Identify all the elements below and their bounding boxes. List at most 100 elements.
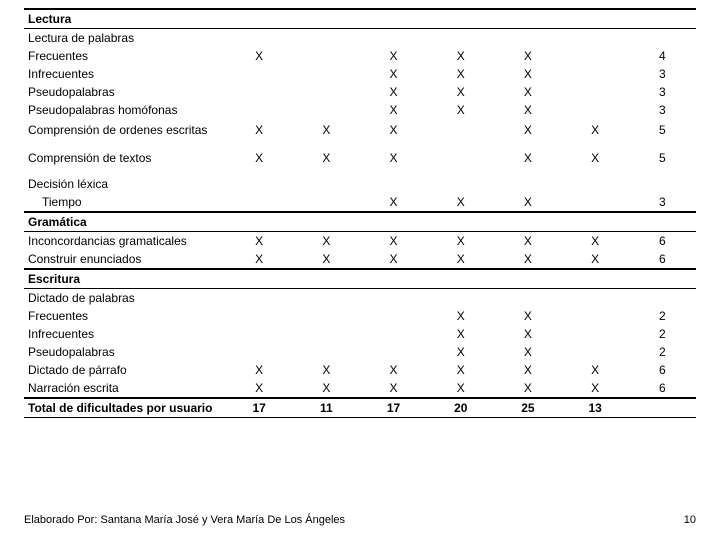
- row-label: Gramática: [24, 212, 226, 232]
- row-cell: X: [427, 343, 494, 361]
- row-cell: [226, 83, 293, 101]
- row-cell: X: [226, 379, 293, 398]
- row-total: 4: [629, 47, 696, 65]
- row-label: Total de dificultades por usuario: [24, 398, 226, 418]
- row-cell: X: [360, 193, 427, 212]
- row-cell: [494, 9, 561, 29]
- section-header: Gramática: [24, 212, 696, 232]
- row-cell: [360, 212, 427, 232]
- data-row: InfrecuentesXXX3: [24, 65, 696, 83]
- row-label: Pseudopalabras: [24, 83, 226, 101]
- row-cell: [562, 212, 629, 232]
- row-total: 3: [629, 193, 696, 212]
- row-cell: [226, 9, 293, 29]
- row-label: Frecuentes: [24, 307, 226, 325]
- row-label: Pseudopalabras homófonas: [24, 101, 226, 119]
- row-cell: [293, 175, 360, 193]
- row-cell: [562, 83, 629, 101]
- row-cell: [427, 29, 494, 48]
- row-cell: [226, 193, 293, 212]
- data-row: Dictado de párrafoXXXXXX6: [24, 361, 696, 379]
- row-cell: X: [494, 307, 561, 325]
- row-cell: X: [293, 147, 360, 175]
- row-cell: X: [562, 147, 629, 175]
- row-cell: X: [494, 232, 561, 251]
- row-cell: X: [226, 361, 293, 379]
- row-cell: [562, 325, 629, 343]
- row-cell: X: [293, 250, 360, 269]
- row-cell: [562, 47, 629, 65]
- row-cell: [562, 307, 629, 325]
- data-row: TiempoXXX3: [24, 193, 696, 212]
- row-cell: [226, 269, 293, 289]
- row-cell: X: [293, 119, 360, 147]
- section-header: Escritura: [24, 269, 696, 289]
- row-cell: [293, 101, 360, 119]
- row-cell: X: [427, 250, 494, 269]
- row-cell: X: [226, 232, 293, 251]
- row-label: Comprensión de textos: [24, 147, 226, 175]
- row-cell: X: [494, 361, 561, 379]
- row-label: Lectura de palabras: [24, 29, 226, 48]
- row-cell: X: [494, 250, 561, 269]
- row-cell: X: [360, 101, 427, 119]
- row-cell: X: [562, 119, 629, 147]
- row-cell: [360, 9, 427, 29]
- row-label: Infrecuentes: [24, 325, 226, 343]
- row-label: Infrecuentes: [24, 65, 226, 83]
- row-label: Frecuentes: [24, 47, 226, 65]
- row-cell: X: [427, 65, 494, 83]
- row-cell: X: [427, 361, 494, 379]
- row-cell: [293, 83, 360, 101]
- data-row: Inconcordancias gramaticalesXXXXXX6: [24, 232, 696, 251]
- row-total: 2: [629, 325, 696, 343]
- row-label: Narración escrita: [24, 379, 226, 398]
- row-label: Dictado de párrafo: [24, 361, 226, 379]
- row-cell: [293, 269, 360, 289]
- row-cell: [562, 101, 629, 119]
- row-cell: 25: [494, 398, 561, 418]
- row-cell: [226, 65, 293, 83]
- row-total: 2: [629, 343, 696, 361]
- row-cell: [562, 65, 629, 83]
- row-cell: [494, 29, 561, 48]
- data-row: Narración escritaXXXXXX6: [24, 379, 696, 398]
- row-cell: X: [562, 379, 629, 398]
- row-cell: X: [427, 193, 494, 212]
- row-cell: [226, 212, 293, 232]
- row-cell: [226, 29, 293, 48]
- row-cell: X: [360, 232, 427, 251]
- row-cell: X: [427, 325, 494, 343]
- row-cell: [293, 289, 360, 308]
- row-cell: X: [494, 147, 561, 175]
- section-header: Lectura: [24, 9, 696, 29]
- data-row: Comprensión de ordenes escritasXXXXX5: [24, 119, 696, 147]
- row-label: Tiempo: [24, 193, 226, 212]
- row-cell: [494, 269, 561, 289]
- footer-left: Elaborado Por: Santana María José y Vera…: [24, 514, 345, 526]
- row-label: Comprensión de ordenes escritas: [24, 119, 226, 147]
- data-row: PseudopalabrasXXX3: [24, 83, 696, 101]
- row-cell: [360, 325, 427, 343]
- row-cell: [562, 175, 629, 193]
- row-cell: [293, 212, 360, 232]
- row-cell: [226, 101, 293, 119]
- row-cell: [293, 343, 360, 361]
- row-label: Construir enunciados: [24, 250, 226, 269]
- row-cell: X: [494, 83, 561, 101]
- row-cell: [562, 29, 629, 48]
- row-cell: X: [226, 47, 293, 65]
- row-total: [629, 175, 696, 193]
- row-cell: [293, 325, 360, 343]
- row-cell: X: [562, 361, 629, 379]
- row-cell: X: [360, 119, 427, 147]
- row-cell: X: [427, 101, 494, 119]
- row-cell: X: [494, 47, 561, 65]
- row-cell: [360, 269, 427, 289]
- row-cell: X: [293, 232, 360, 251]
- row-label: Lectura: [24, 9, 226, 29]
- row-cell: [427, 9, 494, 29]
- row-cell: [226, 175, 293, 193]
- data-row: Pseudopalabras homófonasXXX3: [24, 101, 696, 119]
- row-cell: X: [360, 65, 427, 83]
